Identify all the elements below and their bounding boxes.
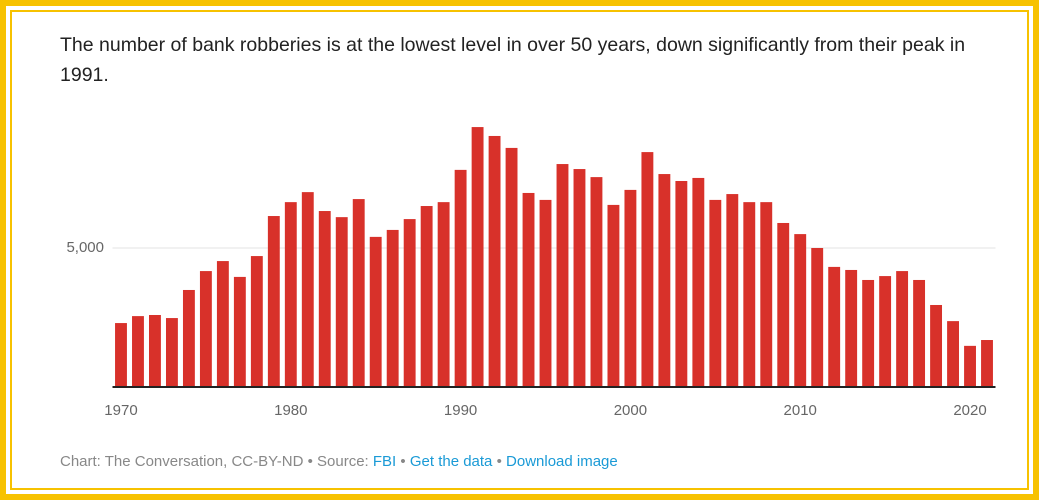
- bar: [115, 323, 127, 387]
- bar: [692, 177, 705, 387]
- x-tick-label: 2000: [614, 402, 647, 419]
- bar: [437, 202, 450, 387]
- credit: Chart: The Conversation, CC-BY-ND • Sour…: [60, 453, 369, 470]
- download-link[interactable]: Download image: [506, 453, 618, 470]
- inner-frame: [10, 10, 1029, 490]
- bar: [403, 219, 416, 387]
- bar: [811, 248, 824, 387]
- bar: [165, 318, 178, 387]
- bar: [743, 202, 756, 387]
- footer: Chart: The Conversation, CC-BY-ND • Sour…: [60, 453, 618, 470]
- bar: [250, 256, 263, 387]
- bar: [828, 266, 841, 387]
- data-link[interactable]: Get the data: [409, 453, 493, 470]
- bar: [216, 261, 229, 387]
- bar: [607, 204, 620, 387]
- bar: [896, 271, 909, 387]
- bar: [675, 181, 688, 387]
- bar: [947, 321, 959, 387]
- bar: [590, 177, 603, 387]
- bar: [420, 206, 433, 387]
- bar: [760, 202, 773, 387]
- bar: [624, 189, 637, 387]
- bar: [284, 202, 297, 387]
- bar: [352, 199, 365, 387]
- bar: [709, 199, 722, 387]
- bar: [488, 135, 501, 387]
- x-tick-label: 2010: [784, 402, 817, 419]
- bar: [658, 174, 671, 387]
- bar: [233, 276, 246, 387]
- x-tick-label: 1970: [104, 402, 137, 419]
- bar: [777, 222, 790, 387]
- bar: [879, 276, 892, 387]
- bar: [964, 345, 976, 387]
- x-tick-label: 1990: [444, 402, 477, 419]
- bar: [199, 271, 212, 387]
- source-link[interactable]: FBI: [372, 453, 397, 470]
- separator: •: [496, 453, 502, 470]
- bar: [641, 152, 654, 387]
- bar: [267, 216, 280, 387]
- chart-title: The number of bank robberies is at the l…: [60, 34, 966, 86]
- bar: [386, 229, 399, 387]
- x-tick-label: 2020: [953, 402, 986, 419]
- bar: [182, 289, 195, 387]
- bar: [981, 340, 993, 387]
- separator: •: [400, 453, 406, 470]
- bar: [539, 199, 552, 387]
- bar: [335, 217, 348, 387]
- bar: [318, 211, 331, 387]
- bar: [369, 236, 382, 387]
- bar: [149, 314, 161, 387]
- bar: [862, 279, 875, 387]
- bar: [454, 169, 467, 387]
- bar: [301, 192, 314, 387]
- bar: [505, 147, 518, 387]
- bar: [573, 169, 586, 387]
- bar: [522, 192, 535, 387]
- bar: [556, 164, 569, 387]
- bar: [726, 194, 739, 387]
- bar: [132, 316, 144, 387]
- bar: [794, 234, 807, 387]
- bar: [845, 269, 858, 387]
- bar: [930, 304, 943, 387]
- bar: [471, 127, 484, 387]
- x-tick-label: 1980: [274, 402, 307, 419]
- bar: [913, 279, 926, 387]
- y-tick-label: 5,000: [66, 239, 104, 256]
